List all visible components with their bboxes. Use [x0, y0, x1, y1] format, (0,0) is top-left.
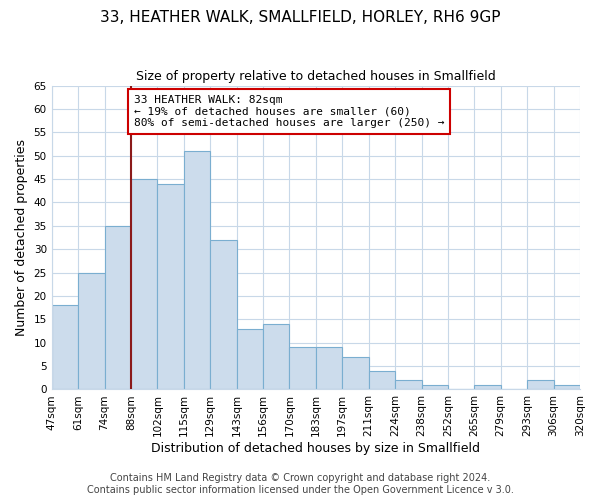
Bar — [52, 306, 78, 390]
Bar — [527, 380, 554, 390]
Bar — [421, 385, 448, 390]
Bar — [184, 151, 210, 390]
Bar — [475, 385, 501, 390]
Bar — [210, 240, 236, 390]
Bar — [316, 348, 342, 390]
Bar — [236, 328, 263, 390]
Text: 33, HEATHER WALK, SMALLFIELD, HORLEY, RH6 9GP: 33, HEATHER WALK, SMALLFIELD, HORLEY, RH… — [100, 10, 500, 25]
Bar — [554, 385, 580, 390]
Text: Contains HM Land Registry data © Crown copyright and database right 2024.
Contai: Contains HM Land Registry data © Crown c… — [86, 474, 514, 495]
Bar — [131, 179, 157, 390]
Bar — [104, 226, 131, 390]
Bar — [342, 356, 368, 390]
Bar — [289, 348, 316, 390]
Text: 33 HEATHER WALK: 82sqm
← 19% of detached houses are smaller (60)
80% of semi-det: 33 HEATHER WALK: 82sqm ← 19% of detached… — [134, 95, 444, 128]
Bar — [78, 272, 104, 390]
Bar — [157, 184, 184, 390]
Y-axis label: Number of detached properties: Number of detached properties — [15, 139, 28, 336]
Bar — [395, 380, 421, 390]
Bar — [263, 324, 289, 390]
Bar — [368, 371, 395, 390]
X-axis label: Distribution of detached houses by size in Smallfield: Distribution of detached houses by size … — [151, 442, 481, 455]
Title: Size of property relative to detached houses in Smallfield: Size of property relative to detached ho… — [136, 70, 496, 83]
